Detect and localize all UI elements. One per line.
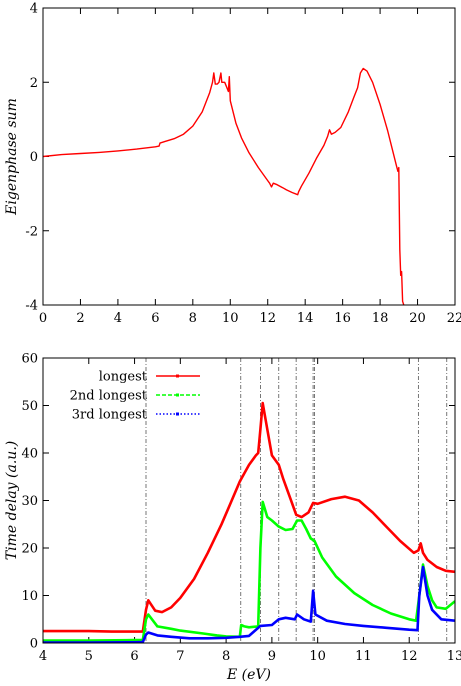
y-tick-label: -4 [25,299,38,314]
x-tick-label: 9 [268,649,276,664]
x-tick-label: 18 [372,311,389,326]
x-tick-label: 4 [39,649,47,664]
y-tick-label: 60 [21,352,38,367]
legend-marker [176,412,179,416]
y-tick-label: 30 [21,494,38,509]
legend: longest 2nd longest 3rd longest [70,370,200,423]
x-tick-label: 10 [222,311,239,326]
x-tick-label: 22 [447,311,461,326]
x-tick-label: 16 [334,311,351,326]
x-tick-label: 13 [447,649,461,664]
x-tick-label: 6 [130,649,138,664]
y-axis-label: Eigenphase sum [4,98,20,216]
x-tick-label: 11 [355,649,372,664]
x-tick-label: 6 [151,311,159,326]
eigenphase-sum-chart: 0 2 4 6 8 10 12 14 16 18 20 22 -4 -2 0 2 4 Eigenphase sum [4,2,461,327]
series-line-longest [43,401,455,633]
x-axis-label: E (eV) [226,667,271,683]
x-tick-label: 0 [39,311,47,326]
y-tick-label: 50 [21,399,38,414]
y-tick-label: 20 [21,542,38,557]
y-tick-label: -2 [25,224,38,239]
x-tick-label: 14 [297,311,314,326]
x-tick-label: 12 [401,649,418,664]
x-tick-label: 20 [409,311,426,326]
time-delay-chart: 4 5 6 7 8 9 10 11 12 13 0 10 20 30 40 50 60 Time delay (a… [4,352,461,684]
series-line-eigenphase [43,67,405,305]
x-tick-label: 10 [309,649,326,664]
plot-frame [42,357,456,644]
y-axis-label: Time delay (a.u.) [4,441,20,560]
x-tick-label: 5 [85,649,93,664]
y-tick-label: 2 [30,76,38,91]
x-tick-label: 2 [76,311,84,326]
legend-marker [176,374,179,378]
y-tick-label: 0 [30,637,38,652]
plot-frame [42,7,456,306]
series-line-3rd-longest [43,565,455,643]
x-tick-label: 8 [189,311,197,326]
legend-label: 3rd longest [72,408,148,423]
legend-label: longest [99,370,148,385]
y-tick-label: 10 [21,589,38,604]
x-tick-label: 7 [176,649,184,664]
legend-marker [176,393,179,397]
legend-label: 2nd longest [70,389,148,404]
x-tick-label: 12 [259,311,276,326]
y-tick-label: 40 [21,447,38,462]
x-tick-label: 8 [222,649,230,664]
y-tick-label: 4 [30,2,38,17]
y-tick-label: 0 [30,150,38,165]
x-tick-label: 4 [114,311,122,326]
series-line-2nd-longest [43,500,455,642]
